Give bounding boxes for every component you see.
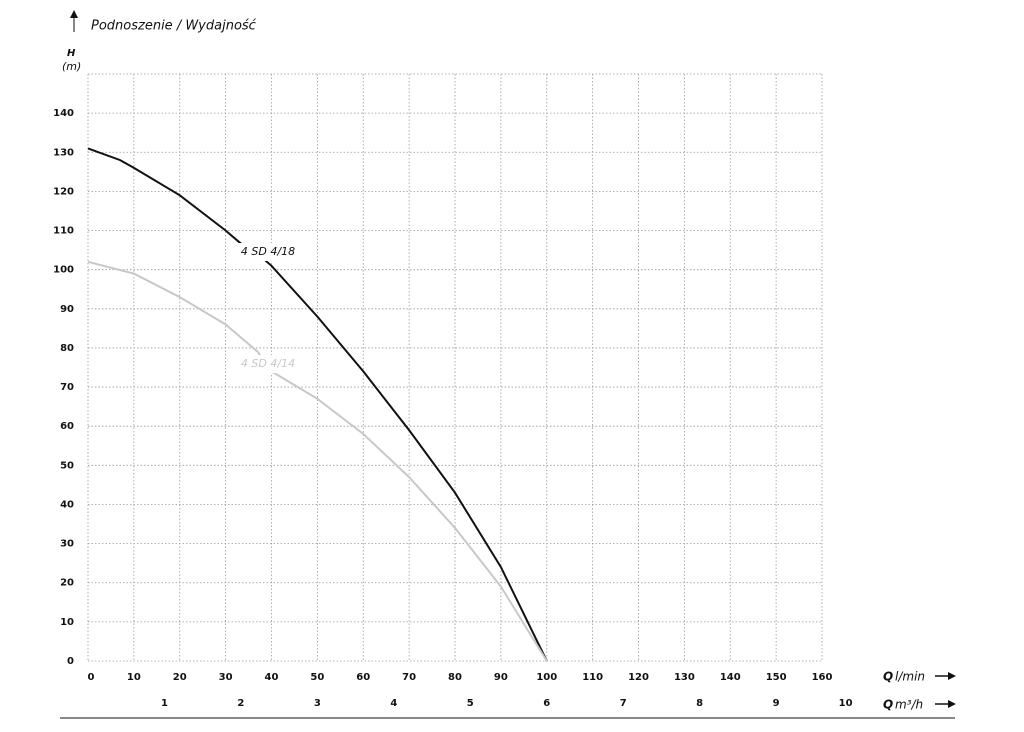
y-tick-label: 0 xyxy=(67,656,74,667)
x-tick-label: 40 xyxy=(265,672,279,683)
y-tick-label: 90 xyxy=(60,304,74,315)
label-bg xyxy=(238,355,298,373)
x2-tick-label: 3 xyxy=(314,698,321,709)
x2-tick-label: 4 xyxy=(390,698,397,709)
x-tick-label: 130 xyxy=(674,672,695,683)
series-line xyxy=(87,147,548,662)
x-tick-label: 60 xyxy=(356,672,370,683)
x-tick-label: 140 xyxy=(720,672,741,683)
x-tick-label: 20 xyxy=(173,672,187,683)
y-tick-label: 120 xyxy=(53,186,74,197)
x-tick-label: 70 xyxy=(402,672,416,683)
y-tick-label: 50 xyxy=(60,460,74,471)
x2-axis-symbol: Q xyxy=(883,698,893,712)
y-axis-symbol: H xyxy=(67,48,76,59)
x-tick-label: 30 xyxy=(219,672,233,683)
y-tick-label: 130 xyxy=(53,147,74,158)
x-tick-label: 80 xyxy=(448,672,462,683)
x2-tick-label: 6 xyxy=(543,698,550,709)
x2-tick-label: 9 xyxy=(773,698,780,709)
series-line xyxy=(87,260,548,662)
x-tick-label: 0 xyxy=(88,672,95,683)
y-tick-label: 40 xyxy=(60,499,74,510)
chart-title: Podnoszenie / Wydajność xyxy=(91,19,257,34)
x-tick-label: 10 xyxy=(127,672,141,683)
x2-tick-label: 5 xyxy=(467,698,474,709)
label-bg xyxy=(238,243,298,261)
series-label: 4 SD 4/14 xyxy=(241,357,295,370)
x-tick-label: 100 xyxy=(536,672,557,683)
x-arrow-head xyxy=(948,672,956,680)
y-tick-label: 70 xyxy=(60,382,74,393)
x-tick-label: 120 xyxy=(628,672,649,683)
x2-tick-label: 8 xyxy=(696,698,703,709)
x-tick-label: 160 xyxy=(812,672,833,683)
x-tick-label: 90 xyxy=(494,672,508,683)
series-label: 4 SD 4/18 xyxy=(241,245,295,258)
y-tick-label: 100 xyxy=(53,265,74,276)
x2-tick-label: 1 xyxy=(161,698,168,709)
y-tick-label: 20 xyxy=(60,578,74,589)
y-axis-unit: (m) xyxy=(62,60,81,73)
x2-axis-unit: m³/h xyxy=(895,698,923,712)
x2-tick-label: 7 xyxy=(620,698,627,709)
y-tick-label: 10 xyxy=(60,617,74,628)
y-tick-label: 110 xyxy=(53,226,74,237)
y-arrow-head xyxy=(70,10,78,18)
x-axis-symbol: Q xyxy=(883,670,893,684)
x2-tick-label: 10 xyxy=(839,698,853,709)
y-tick-label: 80 xyxy=(60,343,74,354)
x-tick-label: 110 xyxy=(582,672,603,683)
x-axis-unit: l/min xyxy=(895,670,925,684)
x-tick-label: 50 xyxy=(310,672,324,683)
y-tick-label: 140 xyxy=(53,108,74,119)
y-tick-label: 60 xyxy=(60,421,74,432)
x2-arrow-head xyxy=(948,700,956,708)
x2-tick-label: 2 xyxy=(237,698,244,709)
x-tick-label: 150 xyxy=(766,672,787,683)
y-tick-label: 30 xyxy=(60,539,74,550)
